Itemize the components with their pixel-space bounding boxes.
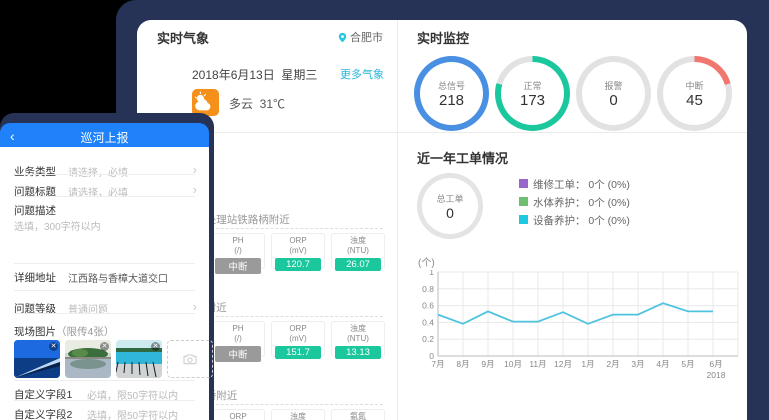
svg-text:0.4: 0.4 <box>422 317 434 327</box>
svg-text:5月: 5月 <box>681 359 694 369</box>
svg-text:3月: 3月 <box>631 359 644 369</box>
svg-text:11月: 11月 <box>529 359 546 369</box>
svg-text:12月: 12月 <box>554 359 572 369</box>
svg-text:8月: 8月 <box>456 359 469 369</box>
svg-text:2月: 2月 <box>606 359 619 369</box>
svg-text:0.2: 0.2 <box>422 334 434 344</box>
svg-text:6月: 6月 <box>709 359 722 369</box>
svg-text:7月: 7月 <box>431 359 444 369</box>
svg-text:1月: 1月 <box>581 359 594 369</box>
svg-text:0.6: 0.6 <box>422 301 434 311</box>
svg-text:0.8: 0.8 <box>422 284 434 294</box>
svg-text:2018: 2018 <box>707 370 726 380</box>
svg-text:4月: 4月 <box>656 359 669 369</box>
svg-text:9月: 9月 <box>481 359 494 369</box>
svg-text:10月: 10月 <box>504 359 522 369</box>
svg-text:1: 1 <box>429 270 434 277</box>
